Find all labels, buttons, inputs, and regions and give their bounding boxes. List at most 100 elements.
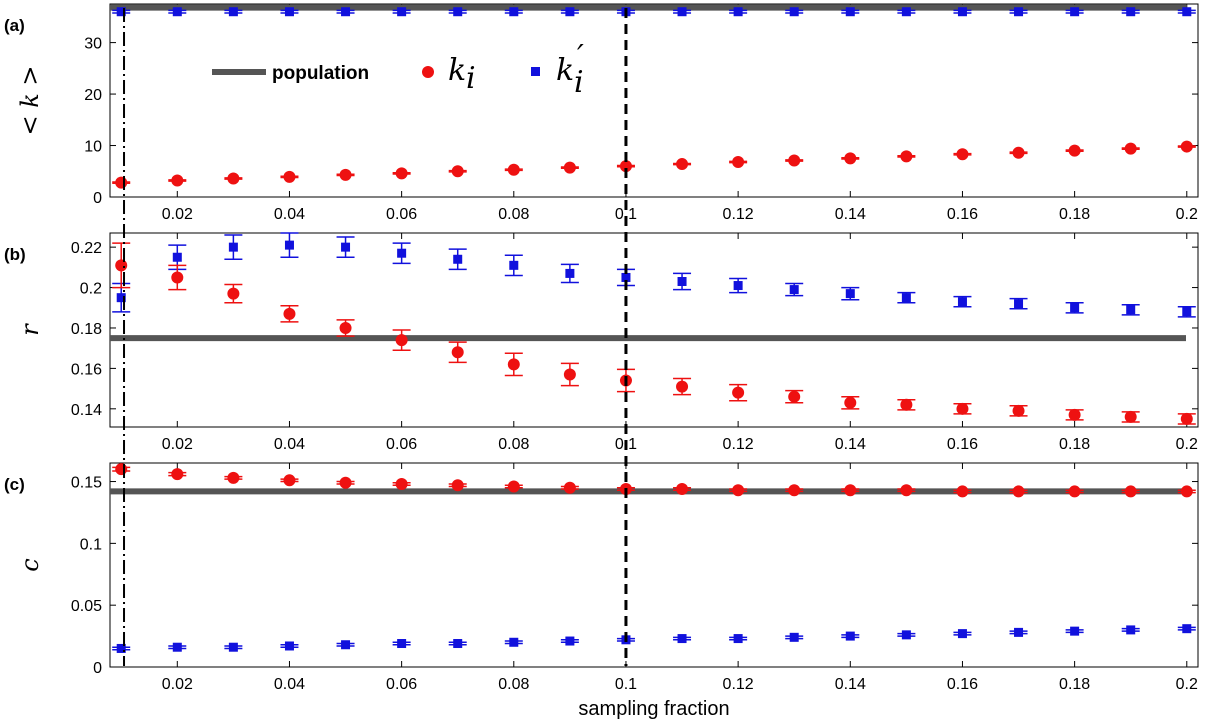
data-point — [616, 160, 635, 173]
x-tick-label: 0.04 — [274, 436, 305, 453]
data-point — [1177, 624, 1196, 634]
x-tick-label: 0.1 — [615, 206, 637, 223]
legend: population k i k i′ — [212, 39, 584, 100]
legend-k-i-marker — [422, 66, 434, 78]
x-axis-label: sampling fraction — [578, 698, 729, 720]
data-point — [336, 319, 355, 337]
data-point — [504, 7, 523, 17]
x-tick-label: 0.1 — [615, 676, 637, 693]
data-point — [729, 156, 748, 169]
data-point — [673, 7, 692, 17]
data-point — [336, 236, 355, 258]
panel-label: (a) — [4, 16, 25, 35]
series-k-i — [112, 140, 1196, 189]
data-point — [673, 482, 692, 495]
y-tick-label: 0 — [93, 660, 102, 677]
data-point — [392, 7, 411, 17]
data-point — [1009, 146, 1028, 159]
legend-k-i-prime-mark: ′ — [577, 39, 584, 74]
data-point — [168, 7, 187, 17]
data-point — [392, 329, 411, 351]
x-tick-label: 0.06 — [386, 206, 417, 223]
data-point — [224, 7, 243, 17]
data-point — [729, 634, 748, 644]
data-point — [392, 478, 411, 491]
x-tick-label: 0.18 — [1059, 206, 1090, 223]
data-point — [504, 637, 523, 647]
data-point — [336, 7, 355, 17]
data-point — [280, 474, 299, 487]
data-point — [897, 7, 916, 17]
data-point — [336, 640, 355, 650]
data-point — [168, 642, 187, 652]
data-point — [448, 7, 467, 17]
panel-label: (c) — [4, 475, 25, 494]
data-point — [1065, 144, 1084, 157]
data-point — [897, 398, 916, 411]
y-tick-label: 0.05 — [71, 598, 102, 615]
data-point — [1065, 408, 1084, 421]
data-point — [112, 643, 131, 653]
data-point — [336, 168, 355, 181]
panel-label: (b) — [4, 245, 26, 264]
data-point — [841, 395, 860, 410]
data-point — [785, 389, 804, 404]
data-point — [673, 377, 692, 396]
x-tick-label: 0.02 — [162, 206, 193, 223]
data-point — [953, 402, 972, 415]
data-point — [560, 636, 579, 646]
y-tick-label: 0.14 — [71, 402, 102, 419]
x-tick-label: 0.12 — [723, 676, 754, 693]
series-k-i — [112, 242, 1196, 425]
panel-a: 0.02 0.04 0.06 0.08 0.1 0.12 0.14 0.16 0.18 0.2 0 1… — [4, 3, 1199, 223]
x-tick-label: 0.14 — [835, 676, 866, 693]
data-point — [448, 165, 467, 178]
data-point — [1009, 404, 1028, 417]
data-point — [785, 7, 804, 17]
data-point — [224, 172, 243, 185]
x-tick-label: 0.16 — [947, 676, 978, 693]
data-point — [392, 167, 411, 180]
y-tick-label: 0.15 — [71, 475, 102, 492]
data-point — [560, 7, 579, 17]
data-point — [448, 248, 467, 271]
data-point — [1121, 485, 1140, 498]
data-point — [224, 234, 243, 261]
data-point — [560, 481, 579, 494]
data-point — [729, 383, 748, 402]
data-point — [1065, 7, 1084, 17]
y-tick-label: 10 — [84, 139, 102, 156]
x-tick-label: 0.06 — [386, 436, 417, 453]
y-axis-label: c — [16, 558, 44, 571]
y-tick-label: 30 — [84, 36, 102, 53]
data-point — [1065, 485, 1084, 498]
data-point — [1009, 297, 1028, 310]
x-tick-label: 0.02 — [162, 676, 193, 693]
x-tick-label: 0.18 — [1059, 436, 1090, 453]
data-point — [504, 352, 523, 377]
data-point — [841, 7, 860, 17]
axes-frame — [109, 3, 1199, 198]
series-k-i-prime — [112, 7, 1196, 17]
data-point — [1065, 626, 1084, 636]
panel-c: 0.02 0.04 0.06 0.08 0.1 0.12 0.14 0.16 0.18 0.2 0 0… — [4, 462, 1199, 693]
data-point — [785, 154, 804, 167]
data-point — [280, 232, 299, 258]
data-point — [1177, 412, 1196, 425]
data-point — [1009, 7, 1028, 17]
data-point — [168, 264, 187, 291]
x-tick-label: 0.02 — [162, 436, 193, 453]
data-point — [897, 291, 916, 304]
x-tick-label: 0.18 — [1059, 676, 1090, 693]
series-k-i — [112, 463, 1196, 498]
legend-k-i-label: k — [448, 53, 466, 88]
data-point — [112, 242, 131, 289]
data-point — [729, 7, 748, 17]
y-axis-label: < k > — [16, 65, 44, 135]
panel-b: 0.020.040.060.080.10.120.140.160.180.20.… — [4, 232, 1199, 453]
data-point — [1121, 625, 1140, 635]
data-point — [560, 263, 579, 284]
x-tick-label: 0.14 — [835, 436, 866, 453]
data-point — [729, 484, 748, 497]
